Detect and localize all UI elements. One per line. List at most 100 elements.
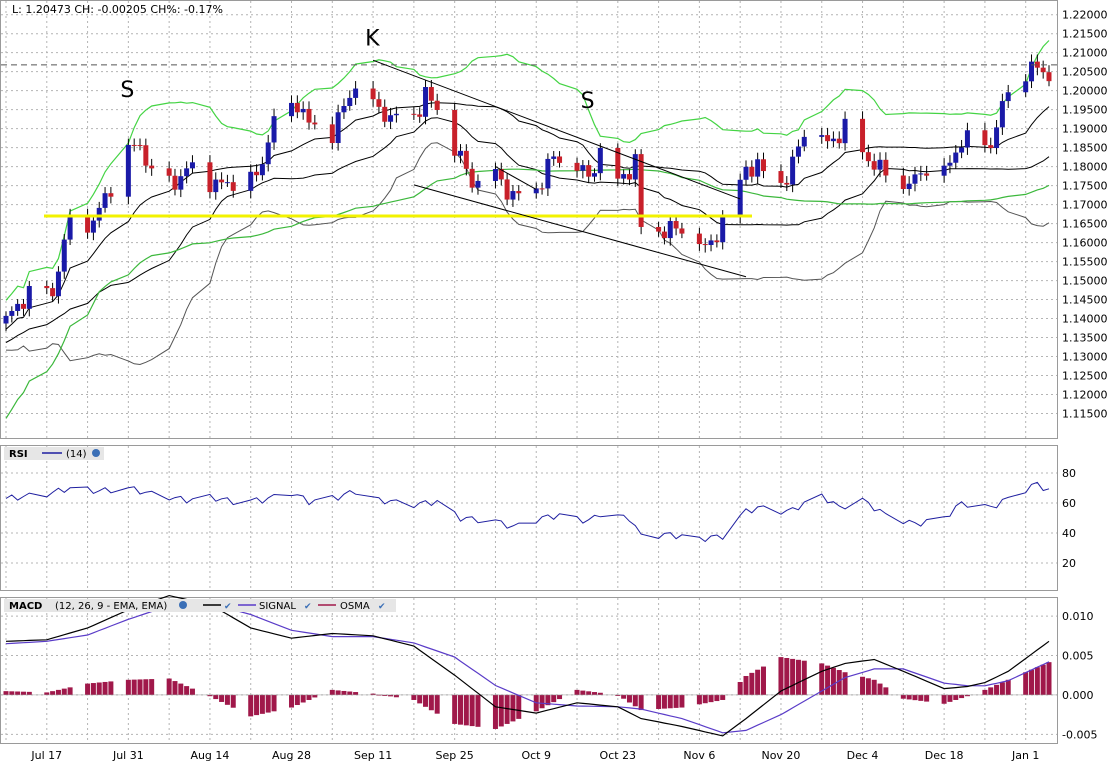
up-candle bbox=[335, 112, 341, 144]
date-tick-label: Dec 18 bbox=[925, 749, 964, 762]
up-candle bbox=[457, 150, 463, 156]
rsi-legend-title: RSI bbox=[9, 449, 28, 460]
osma-bar bbox=[959, 694, 965, 699]
macd-legend-title: MACD bbox=[9, 601, 42, 612]
up-candle bbox=[125, 144, 131, 197]
osma-bar bbox=[720, 694, 726, 700]
down-candle bbox=[207, 162, 213, 193]
down-candle bbox=[370, 88, 376, 100]
rsi-panel bbox=[0, 445, 1058, 591]
price-tick-label: 1.12500 bbox=[1062, 370, 1108, 383]
up-candle bbox=[475, 180, 481, 188]
macd-check-icon[interactable]: ✔ bbox=[224, 602, 232, 612]
osma-bar bbox=[306, 694, 312, 700]
up-candle bbox=[96, 207, 102, 221]
down-candle bbox=[498, 169, 504, 180]
osma-bar bbox=[836, 670, 842, 695]
signal-check-icon[interactable]: ✔ bbox=[304, 602, 312, 612]
down-candle bbox=[219, 179, 225, 183]
up-candle bbox=[341, 106, 347, 113]
up-candle bbox=[743, 166, 749, 180]
down-candle bbox=[784, 182, 790, 185]
down-candle bbox=[1046, 72, 1052, 82]
osma-bar bbox=[947, 694, 953, 702]
down-candle bbox=[108, 193, 114, 197]
price-tick-label: 1.20500 bbox=[1062, 66, 1108, 79]
osma-bar bbox=[580, 690, 586, 695]
down-candle bbox=[626, 174, 632, 180]
up-candle bbox=[61, 239, 67, 272]
date-tick-label: Jul 17 bbox=[30, 749, 62, 762]
osma-bar bbox=[656, 694, 662, 709]
down-candle bbox=[586, 165, 592, 177]
osma-bar bbox=[230, 694, 236, 708]
osma-bar bbox=[55, 689, 61, 695]
bollinger-lower-line bbox=[5, 142, 1050, 366]
up-candle bbox=[953, 152, 959, 163]
price-tick-label: 1.22000 bbox=[1062, 9, 1108, 22]
price-tick-label: 1.17000 bbox=[1062, 199, 1108, 212]
osma-check-icon[interactable]: ✔ bbox=[378, 602, 386, 612]
osma-bar bbox=[592, 692, 598, 695]
up-candle bbox=[213, 179, 219, 193]
osma-bar bbox=[906, 694, 912, 700]
down-candle bbox=[865, 152, 871, 162]
date-tick-label: Dec 4 bbox=[847, 749, 879, 762]
trendline bbox=[372, 59, 741, 200]
price-readout: L: 1.20473 CH: -0.00205 CH%: -0.17% bbox=[12, 3, 223, 16]
price-tick-label: 1.19000 bbox=[1062, 123, 1108, 136]
up-candle bbox=[353, 88, 359, 98]
osma-bar bbox=[667, 694, 673, 709]
price-tick-label: 1.20000 bbox=[1062, 85, 1108, 98]
up-candle bbox=[947, 162, 953, 166]
macd-settings-icon[interactable] bbox=[179, 601, 187, 609]
up-candle bbox=[102, 193, 108, 208]
down-candle bbox=[230, 182, 236, 191]
osma-bar bbox=[312, 694, 318, 698]
osma-bar bbox=[271, 694, 277, 712]
up-candle bbox=[918, 173, 924, 175]
down-candle bbox=[1034, 61, 1040, 68]
osma-bar bbox=[85, 683, 91, 695]
down-candle bbox=[428, 87, 434, 101]
price-tick-label: 1.19500 bbox=[1062, 104, 1108, 117]
osma-bar bbox=[801, 660, 807, 695]
up-candle bbox=[1029, 61, 1035, 82]
osma-bar bbox=[294, 694, 300, 706]
up-candle bbox=[271, 116, 277, 143]
osma-bar bbox=[679, 694, 685, 708]
osma-bar bbox=[423, 694, 429, 707]
osma-bar bbox=[819, 663, 825, 695]
up-candle bbox=[959, 147, 965, 153]
date-tick-label: Nov 6 bbox=[683, 749, 715, 762]
up-candle bbox=[906, 183, 912, 190]
osma-bar bbox=[382, 694, 388, 696]
down-candle bbox=[656, 226, 662, 232]
rsi-settings-icon[interactable] bbox=[92, 449, 100, 457]
osma-bar bbox=[912, 694, 918, 701]
up-candle bbox=[819, 135, 825, 137]
up-candle bbox=[265, 142, 271, 165]
osma-bar bbox=[347, 691, 353, 695]
down-candle bbox=[516, 191, 522, 194]
osma-bar bbox=[90, 683, 96, 695]
osma-bar bbox=[265, 694, 271, 713]
osma-bar bbox=[149, 679, 155, 695]
down-candle bbox=[137, 145, 143, 147]
osma-bar bbox=[388, 694, 394, 697]
down-candle bbox=[469, 168, 475, 188]
up-candle bbox=[289, 102, 295, 117]
osma-bar bbox=[3, 691, 9, 695]
osma-bar bbox=[661, 694, 667, 709]
up-candle bbox=[667, 221, 673, 239]
down-candle bbox=[1040, 67, 1046, 73]
osma-bar bbox=[108, 681, 114, 695]
down-candle bbox=[434, 100, 440, 110]
up-candle bbox=[964, 130, 970, 148]
osma-bar bbox=[982, 689, 988, 695]
macd-legend-params: (12, 26, 9 - EMA, EMA) bbox=[55, 601, 167, 612]
down-candle bbox=[50, 288, 56, 297]
up-candle bbox=[790, 156, 796, 185]
price-tick-label: 1.16000 bbox=[1062, 237, 1108, 250]
